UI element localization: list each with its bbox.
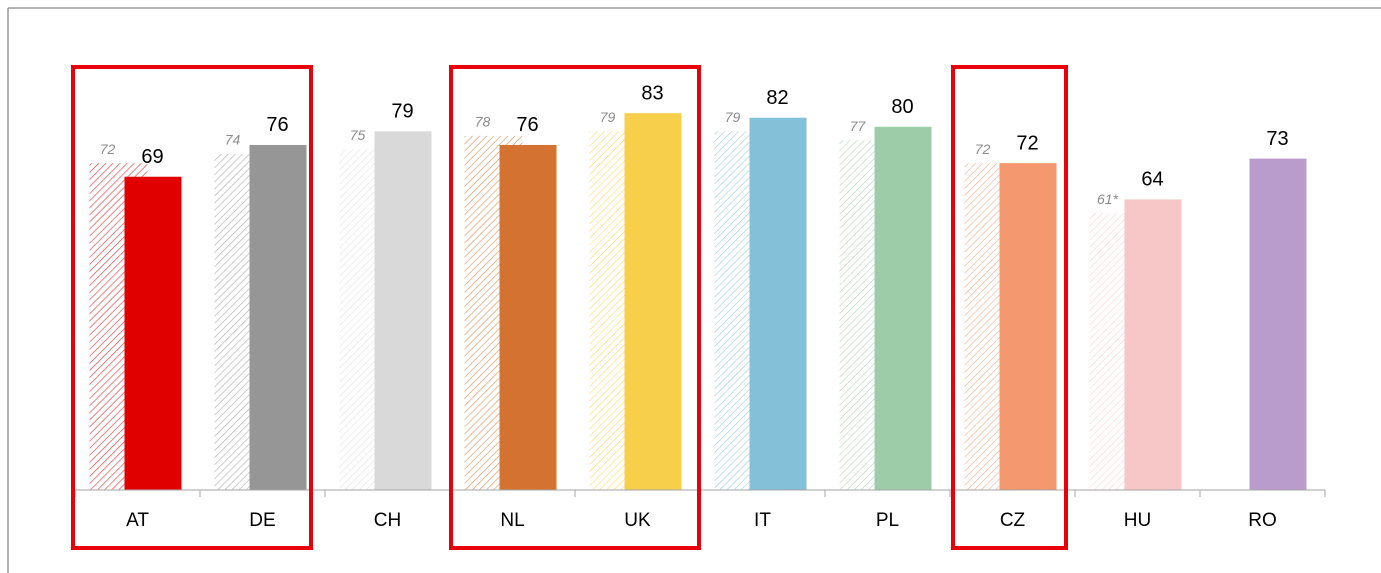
current-label: 72 (1016, 132, 1038, 154)
previous-label: 72 (100, 141, 116, 157)
current-label: 76 (516, 114, 538, 136)
previous-label: 78 (475, 114, 491, 130)
current-bar (249, 144, 307, 490)
highlight-box (449, 65, 701, 550)
current-label: 83 (641, 82, 663, 104)
current-label: 69 (141, 146, 163, 168)
highlight-box (951, 65, 1068, 550)
x-tick-label: CZ (1000, 510, 1026, 531)
previous-label: 79 (600, 109, 616, 125)
previous-label: 61* (1097, 191, 1119, 207)
current-label: 64 (1141, 169, 1163, 191)
plot: 72 69 AT 74 76 DE 75 79 CH 78 76 NL 79 83 UK 79 82 IT 77 80… (74, 82, 1326, 531)
x-tick-label: NL (500, 510, 524, 531)
previous-label: 74 (225, 132, 241, 148)
x-tick-label: PL (876, 510, 899, 531)
current-bar (749, 117, 807, 490)
current-bar (874, 126, 932, 491)
x-tick-label: IT (754, 510, 771, 531)
previous-label: 77 (850, 118, 867, 134)
current-bar (624, 113, 682, 491)
x-tick-label: AT (126, 510, 149, 531)
highlight-box (71, 65, 313, 550)
current-bar (124, 176, 182, 491)
previous-label: 75 (350, 127, 366, 143)
current-label: 73 (1266, 128, 1288, 150)
current-label: 82 (766, 87, 788, 109)
current-bar (1124, 199, 1182, 490)
x-tick-label: HU (1124, 510, 1151, 531)
x-tick-label: UK (624, 510, 651, 531)
x-tick-label: DE (249, 510, 275, 531)
current-bar (1249, 158, 1307, 490)
x-tick-label: RO (1248, 510, 1277, 531)
previous-label: 72 (975, 141, 991, 157)
previous-label: 79 (725, 109, 741, 125)
x-tick-label: CH (374, 510, 401, 531)
current-bar (999, 163, 1057, 490)
current-bar (374, 131, 432, 490)
current-label: 76 (266, 114, 288, 136)
current-bar (499, 144, 557, 490)
current-label: 79 (391, 101, 413, 123)
current-label: 80 (891, 96, 913, 118)
